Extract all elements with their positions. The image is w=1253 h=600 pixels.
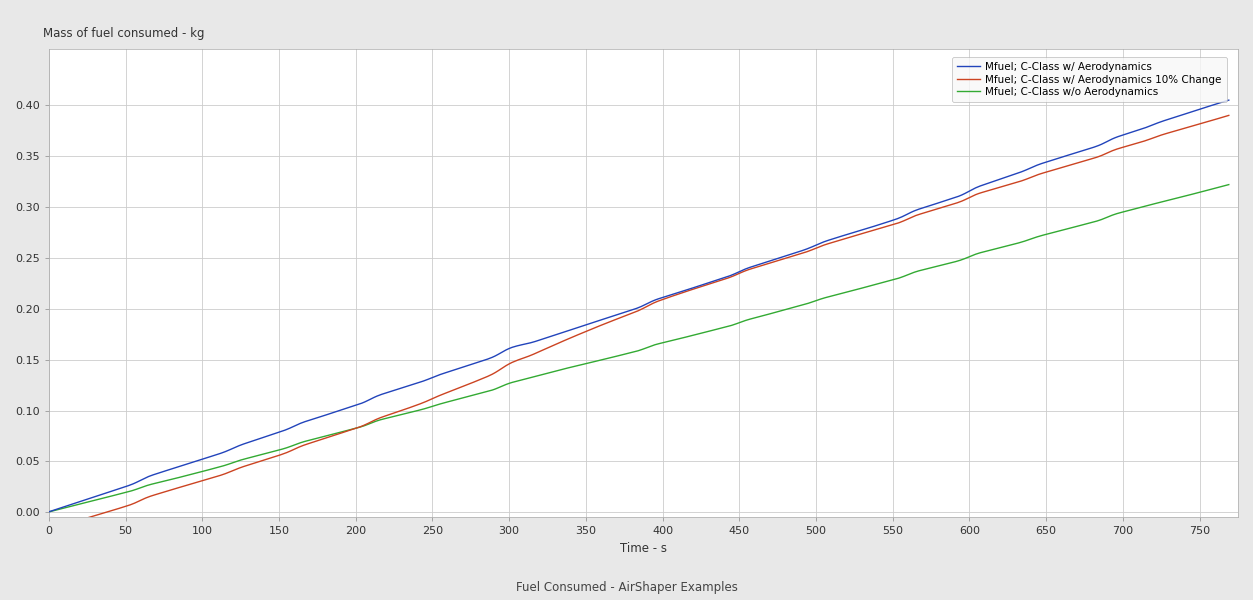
Mfuel; C-Class w/ Aerodynamics 10% Change <box>321 434 336 441</box>
Mfuel; C-Class w/o Aerodynamics <box>642 343 657 350</box>
Legend: Mfuel; C-Class w/ Aerodynamics, Mfuel; C-Class w/ Aerodynamics 10% Change, Mfuel: Mfuel; C-Class w/ Aerodynamics, Mfuel; C… <box>952 57 1227 103</box>
Mfuel; C-Class w/ Aerodynamics 10% Change <box>1222 112 1237 119</box>
Mfuel; C-Class w/ Aerodynamics 10% Change <box>239 462 254 469</box>
Mfuel; C-Class w/ Aerodynamics 10% Change <box>753 262 768 269</box>
Mfuel; C-Class w/o Aerodynamics <box>753 313 768 320</box>
Text: Fuel Consumed - AirShaper Examples: Fuel Consumed - AirShaper Examples <box>515 581 738 594</box>
Mfuel; C-Class w/ Aerodynamics <box>239 439 254 446</box>
Mfuel; C-Class w/ Aerodynamics 10% Change <box>41 526 56 533</box>
Mfuel; C-Class w/ Aerodynamics 10% Change <box>642 302 657 309</box>
X-axis label: Time - s: Time - s <box>620 542 667 555</box>
Mfuel; C-Class w/ Aerodynamics <box>1203 102 1218 109</box>
Mfuel; C-Class w/o Aerodynamics <box>41 508 56 515</box>
Mfuel; C-Class w/o Aerodynamics <box>321 432 336 439</box>
Line: Mfuel; C-Class w/ Aerodynamics: Mfuel; C-Class w/ Aerodynamics <box>49 100 1229 512</box>
Text: Mass of fuel consumed - kg: Mass of fuel consumed - kg <box>43 27 204 40</box>
Mfuel; C-Class w/o Aerodynamics <box>96 494 112 502</box>
Mfuel; C-Class w/ Aerodynamics <box>96 490 112 497</box>
Line: Mfuel; C-Class w/ Aerodynamics 10% Change: Mfuel; C-Class w/ Aerodynamics 10% Chang… <box>49 115 1229 529</box>
Mfuel; C-Class w/o Aerodynamics <box>1203 186 1218 193</box>
Mfuel; C-Class w/ Aerodynamics <box>1222 97 1237 104</box>
Mfuel; C-Class w/ Aerodynamics <box>41 508 56 515</box>
Mfuel; C-Class w/ Aerodynamics <box>753 260 768 268</box>
Mfuel; C-Class w/o Aerodynamics <box>239 455 254 462</box>
Mfuel; C-Class w/o Aerodynamics <box>1222 181 1237 188</box>
Mfuel; C-Class w/ Aerodynamics 10% Change <box>96 509 112 517</box>
Mfuel; C-Class w/ Aerodynamics <box>321 410 336 418</box>
Mfuel; C-Class w/ Aerodynamics <box>642 299 657 307</box>
Mfuel; C-Class w/ Aerodynamics 10% Change <box>1203 117 1218 124</box>
Line: Mfuel; C-Class w/o Aerodynamics: Mfuel; C-Class w/o Aerodynamics <box>49 185 1229 512</box>
